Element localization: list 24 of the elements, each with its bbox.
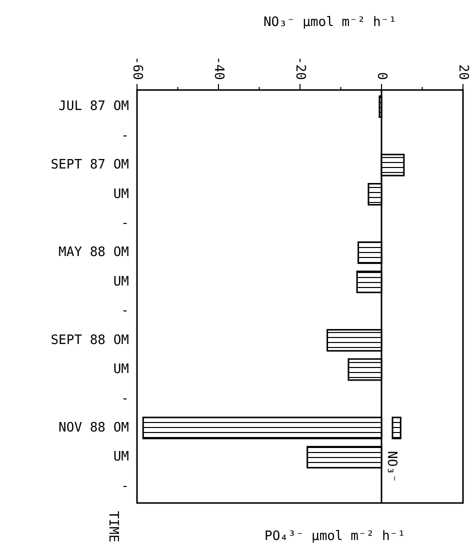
y-tick-label: SEPT 87 OM <box>50 158 130 173</box>
x-tick-label: -40 <box>210 56 226 80</box>
x-tick-label: -20 <box>292 56 308 80</box>
y-tick-label: SEPT 88 OM <box>50 332 130 348</box>
y-tick-label: - <box>121 304 129 319</box>
y-tick-label: NOV 88 OM <box>58 420 130 436</box>
y-tick-label: - <box>121 391 129 406</box>
y-tick-label: UM <box>113 186 130 202</box>
text: PO₄³⁻ µmol m⁻² h⁻¹ <box>264 529 406 544</box>
y-tick-label: - <box>121 216 129 232</box>
y-tick-label: UM <box>113 450 130 465</box>
annotation: NO₃⁻ <box>384 451 399 482</box>
y-tick-label: JUL 87 OM <box>58 99 130 114</box>
bar <box>392 416 402 440</box>
y-tick-label: UM <box>113 274 130 290</box>
x-tick-label: -60 <box>129 56 144 80</box>
x-tick-label: 0 <box>374 72 389 80</box>
y-tick-label: MAY 88 OM <box>58 245 130 260</box>
y-tick-label: - <box>121 128 129 144</box>
x-tick-label: 20 <box>455 64 470 80</box>
y-axis-title: TIME <box>105 511 120 542</box>
y-tick-label: UM <box>113 362 130 378</box>
y-tick-label: - <box>121 478 129 494</box>
x-axis-title: NO₃⁻ µmol m⁻² h⁻¹ <box>263 15 397 30</box>
